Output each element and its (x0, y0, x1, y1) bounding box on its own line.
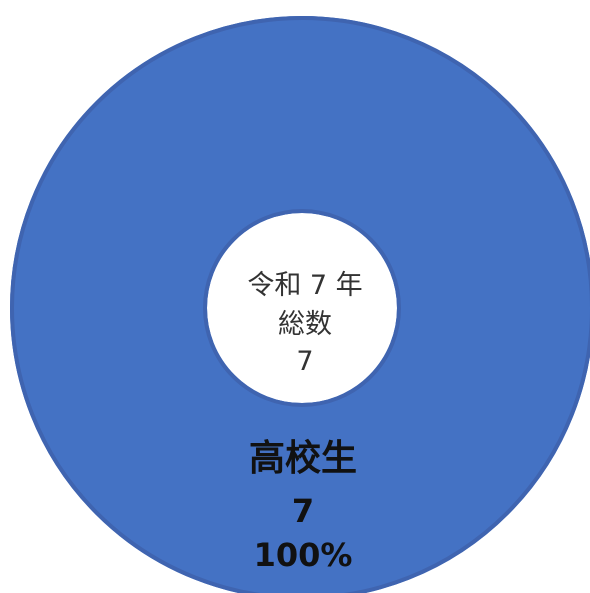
slice-edge-outer (10, 16, 590, 593)
donut-slice-0 (10, 16, 590, 593)
center-label-line-2: 総数 (278, 309, 332, 340)
center-label-line-1: 令和 7 年 (247, 270, 362, 301)
center-label-line-3: 7 (296, 346, 313, 377)
slice-category-label: 高校生 (249, 438, 357, 479)
donut-slices (10, 16, 590, 593)
slice-percent-label: 100% (254, 536, 353, 574)
slice-value-label: 7 (292, 492, 314, 530)
slice-edge-inner (203, 209, 401, 407)
